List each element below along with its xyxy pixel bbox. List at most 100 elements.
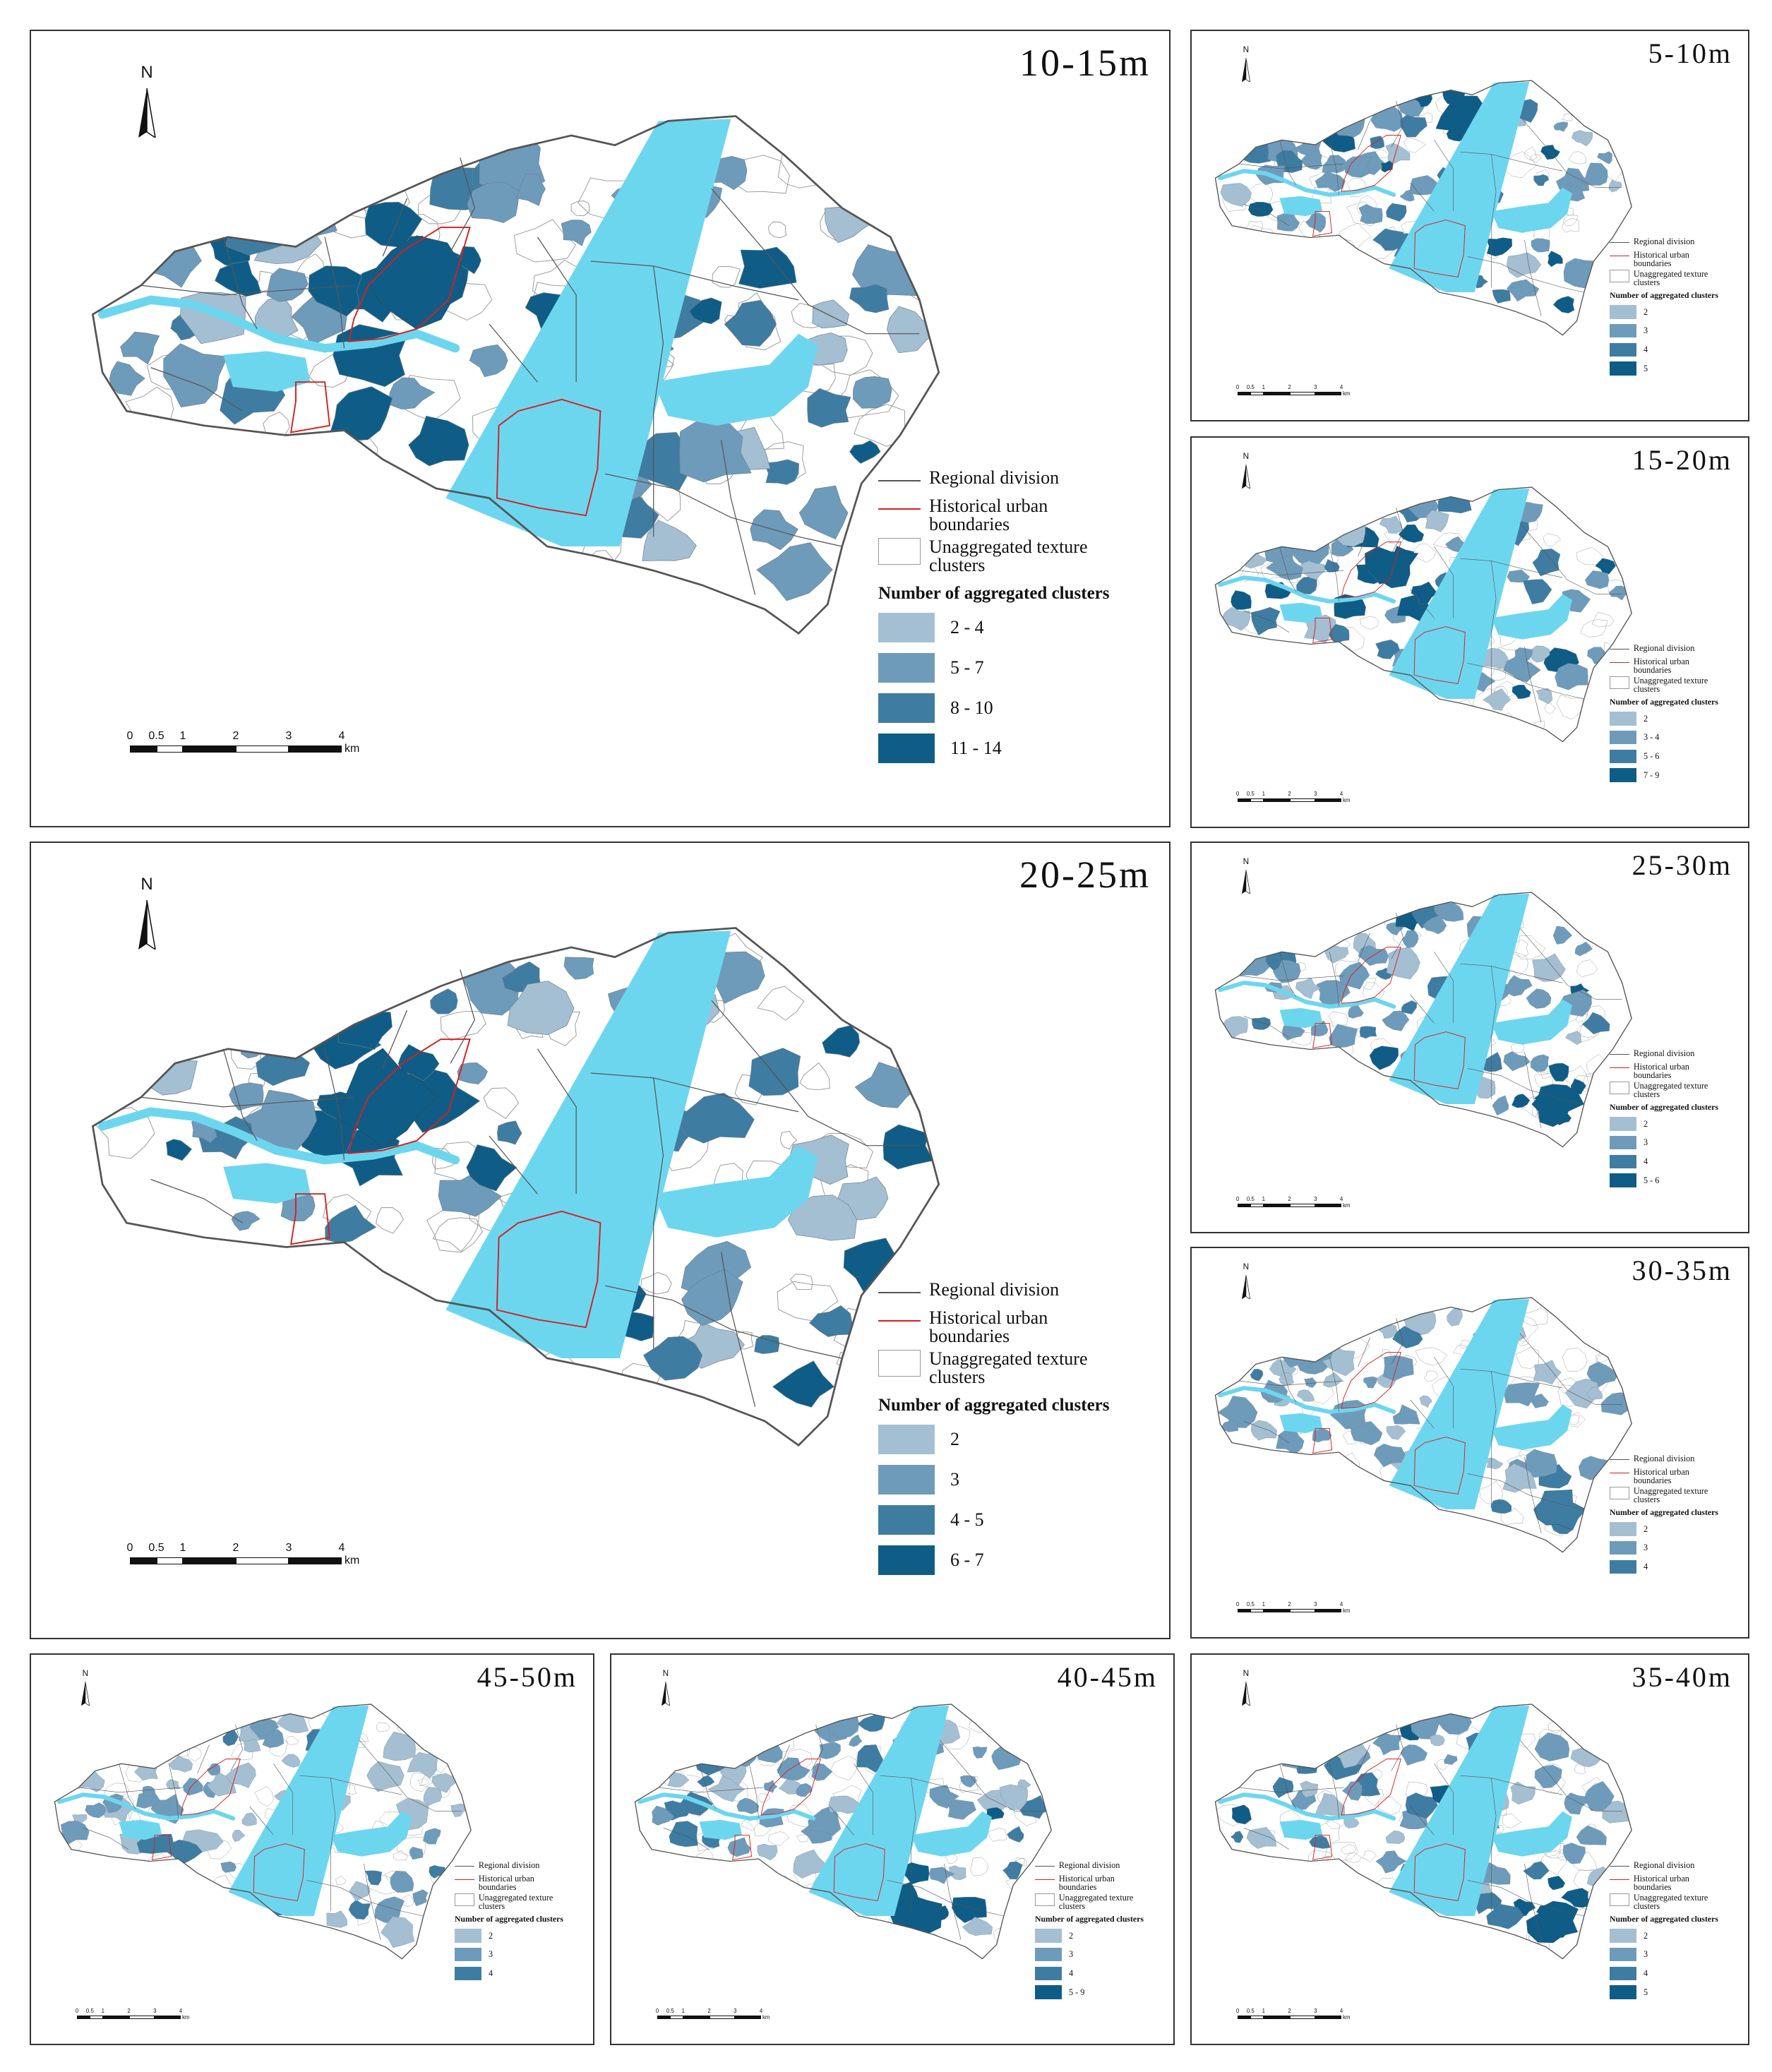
historic-boundary (289, 1193, 330, 1245)
aggregated-cluster (1562, 1843, 1586, 1864)
regional-division-line (150, 1179, 244, 1223)
texture-cluster-outline (1391, 710, 1408, 723)
regional-division-line (273, 1763, 293, 1836)
regional-division-line (1243, 611, 1290, 633)
texture-cluster-outline (189, 1899, 217, 1922)
texture-cluster-outline (1235, 503, 1247, 510)
panel-title: 45-50m (477, 1661, 577, 1693)
regional-division-line (1243, 1828, 1290, 1850)
lake-west (1279, 1819, 1323, 1840)
scale-bar-segments (1238, 2015, 1341, 2019)
aggregated-cluster (1405, 1792, 1438, 1819)
texture-cluster-outline (1224, 118, 1242, 132)
city-outline (91, 115, 940, 635)
texture-cluster-outline (696, 1848, 714, 1864)
texture-cluster-outline (1262, 1480, 1286, 1502)
legend-unaggregated-symbol (878, 537, 921, 565)
aggregated-cluster (1533, 174, 1550, 186)
texture-cluster-outline (1240, 310, 1257, 325)
texture-cluster-outline (1459, 1340, 1472, 1349)
aggregated-cluster (960, 1775, 977, 1787)
texture-cluster-outline (797, 1899, 829, 1923)
texture-cluster-outline (122, 433, 175, 476)
regional-division-line (1391, 1725, 1404, 1771)
aggregated-cluster (1587, 647, 1609, 664)
texture-cluster-outline (1415, 1347, 1448, 1366)
legend-regional-symbol (878, 1291, 921, 1293)
legend-class-label: 7 - 9 (1643, 770, 1660, 781)
texture-cluster-outline (988, 1828, 1007, 1842)
scale-tick-label: 3 (1314, 2008, 1317, 2014)
texture-cluster-outline (177, 1922, 208, 1946)
regional-division-line (83, 1828, 129, 1850)
aggregated-cluster-dense (336, 1048, 439, 1148)
aggregated-cluster (1322, 1372, 1343, 1388)
aggregated-cluster (1304, 1377, 1317, 1388)
texture-cluster-outline (1353, 1107, 1370, 1120)
scale-tick-label: 0.5 (148, 1542, 164, 1554)
texture-cluster-outline (757, 986, 805, 1021)
aggregated-cluster (853, 376, 892, 409)
texture-cluster-outline (299, 1298, 359, 1346)
panel-title: 35-40m (1632, 1661, 1732, 1693)
legend-historic-symbol (1035, 1879, 1055, 1881)
texture-cluster-outline (819, 1911, 846, 1933)
texture-cluster-outline (1233, 505, 1257, 524)
regional-division-line (1358, 527, 1370, 556)
scale-bar-segments (1238, 798, 1341, 802)
aggregated-cluster (707, 1775, 746, 1802)
aggregated-cluster (256, 1040, 310, 1086)
aggregated-cluster (1401, 930, 1419, 948)
regional-division-line (1491, 1778, 1497, 1912)
aggregated-cluster (1334, 114, 1365, 138)
scale-tick-label: 0.5 (1246, 1601, 1255, 1607)
texture-cluster-outline (1562, 217, 1579, 233)
aggregated-cluster-dense (1365, 546, 1419, 589)
texture-cluster-outline (645, 1768, 668, 1787)
aggregated-cluster (962, 1917, 993, 1936)
texture-cluster-outline (1596, 1354, 1609, 1363)
aggregated-cluster (1313, 119, 1333, 137)
texture-cluster-outline (1361, 1920, 1377, 1933)
legend-class-label: 3 (1643, 1949, 1648, 1960)
scale-tick-label: 0 (1235, 791, 1240, 797)
texture-cluster-outline (1290, 103, 1312, 124)
map-legend: Regional division Historical urban bounda… (1035, 1861, 1161, 2000)
aggregated-cluster (1392, 1404, 1420, 1425)
canal (1218, 1386, 1396, 1414)
historic-boundary (732, 1834, 753, 1861)
aggregated-cluster (1534, 1732, 1570, 1762)
texture-cluster-outline (570, 200, 590, 217)
map-legend: Regional division Historical urban bounda… (1610, 1454, 1736, 1593)
canal (637, 1792, 816, 1821)
legend-class-label: 3 (950, 1469, 959, 1490)
aggregated-cluster (1369, 1046, 1399, 1070)
regional-division-line (249, 1806, 274, 1836)
texture-cluster-outline (1261, 515, 1286, 533)
scale-segment (1315, 798, 1341, 802)
aggregated-cluster (727, 1837, 751, 1857)
legend-class-swatch (878, 653, 935, 683)
texture-cluster-outline (1547, 1721, 1566, 1733)
scale-segment (1250, 2015, 1264, 2019)
north-arrow-icon (1241, 464, 1251, 489)
north-label: N (82, 1669, 89, 1678)
texture-cluster-outline (483, 1087, 519, 1119)
scale-segment (1289, 1203, 1316, 1207)
aggregated-cluster (1523, 579, 1552, 605)
texture-cluster-outline (679, 1919, 690, 1928)
aggregated-cluster (1552, 926, 1573, 945)
scale-tick-label: 1 (179, 730, 186, 742)
texture-cluster-outline (669, 1734, 685, 1747)
aggregated-cluster (1531, 1393, 1549, 1408)
legend-class-swatch (1035, 1985, 1062, 2000)
texture-cluster-outline (1308, 1117, 1330, 1134)
legend-unaggregated-label: Unaggregated texture clusters (1058, 1892, 1134, 1912)
north-label: N (1243, 452, 1250, 461)
texture-cluster-outline (1567, 506, 1587, 522)
aggregated-cluster (183, 1778, 203, 1796)
aggregated-cluster (467, 181, 520, 223)
texture-cluster-outline (406, 936, 454, 971)
texture-cluster-outline (1248, 1062, 1277, 1085)
river (1389, 489, 1530, 699)
